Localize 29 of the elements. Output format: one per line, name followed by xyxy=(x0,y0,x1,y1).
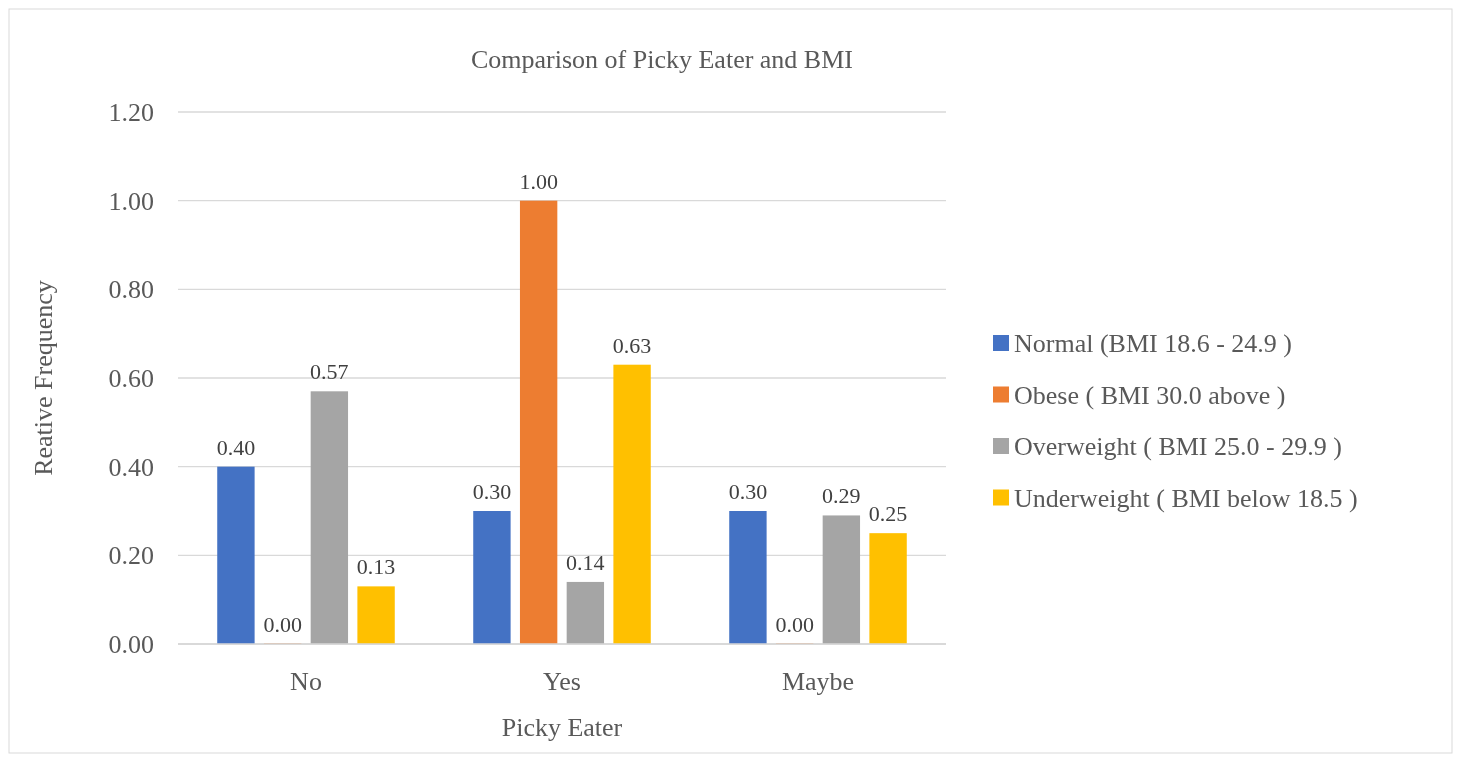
legend-label: Underweight ( BMI below 18.5 ) xyxy=(1014,483,1358,513)
y-tick-label: 1.20 xyxy=(108,98,154,128)
y-tick-label: 0.00 xyxy=(108,630,154,660)
y-tick-label: 0.80 xyxy=(108,275,154,305)
data-label: 0.63 xyxy=(612,332,652,358)
data-label: 0.57 xyxy=(310,359,349,385)
x-tick-label: Maybe xyxy=(781,667,855,696)
data-label: 0.30 xyxy=(728,479,768,504)
y-tick-label: 0.60 xyxy=(108,364,154,394)
y-tick-label: 0.20 xyxy=(108,541,154,571)
y-tick-label: 1.00 xyxy=(108,186,154,216)
x-tick-label: Yes xyxy=(543,667,581,696)
y-axis-title: Reative Frequency xyxy=(29,280,58,476)
y-tick-label: 0.40 xyxy=(108,452,154,482)
data-label: 0.13 xyxy=(356,554,396,580)
x-tick-label: No xyxy=(290,667,322,696)
data-label: 1.00 xyxy=(519,168,558,194)
legend-label: Obese ( BMI 30.0 above ) xyxy=(1014,380,1286,410)
data-label: 0.30 xyxy=(472,479,512,504)
legend-label: Overweight ( BMI 25.0 - 29.9 ) xyxy=(1014,432,1342,462)
chart-title: Comparison of Picky Eater and BMI xyxy=(471,45,853,74)
data-label: 0.00 xyxy=(263,612,302,637)
data-label: 0.14 xyxy=(566,549,605,575)
data-label: 0.29 xyxy=(822,483,861,509)
data-label: 0.25 xyxy=(868,501,908,527)
legend-label: Normal (BMI 18.6 - 24.9 ) xyxy=(1014,329,1293,359)
data-label: 0.00 xyxy=(775,612,814,637)
x-axis-title: Picky Eater xyxy=(501,713,623,742)
data-label: 0.40 xyxy=(216,434,256,460)
